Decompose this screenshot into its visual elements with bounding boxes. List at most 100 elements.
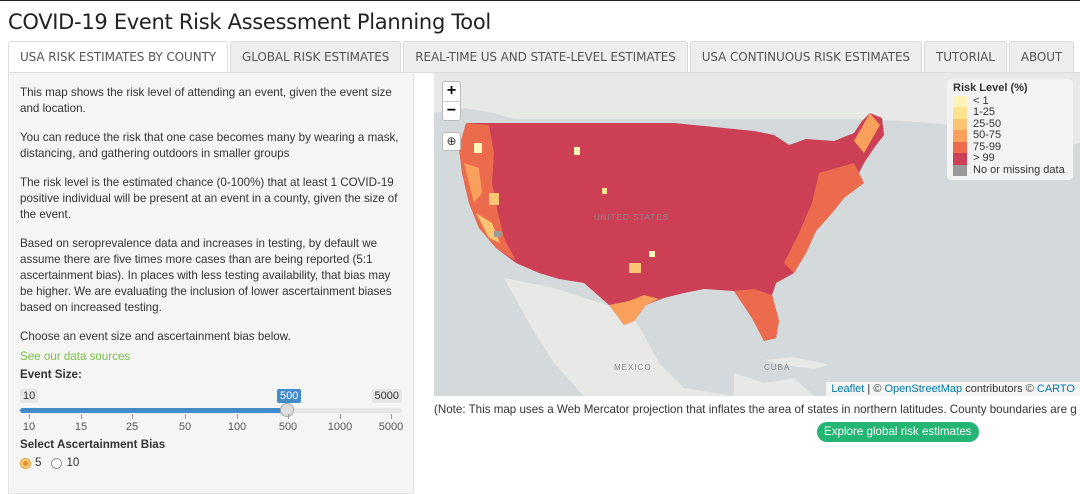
- tab-usa-continuous-risk[interactable]: USA CONTINUOUS RISK ESTIMATES: [689, 41, 922, 73]
- slider-min-value: 10: [20, 389, 39, 403]
- tick-label: 50: [178, 421, 192, 433]
- event-size-slider[interactable]: 10 500 5000 10 15 25 50 100 500 1000 500…: [20, 385, 403, 433]
- missing-data-county: [494, 231, 502, 237]
- radio-button[interactable]: [51, 457, 63, 469]
- mexico-label: MEXICO: [614, 363, 652, 372]
- tick-label: 10: [22, 421, 36, 433]
- map-attribution: Leaflet | © OpenStreetMap contributors ©…: [826, 382, 1080, 396]
- tab-global-risk[interactable]: GLOBAL RISK ESTIMATES: [230, 41, 402, 73]
- legend-swatch: [953, 118, 967, 130]
- radio-label: 5: [35, 456, 42, 469]
- slider-tick: [237, 414, 238, 419]
- west-coast-band: [459, 123, 516, 261]
- explore-global-button[interactable]: Explore global risk estimates: [817, 422, 979, 442]
- new-england-cluster: [854, 113, 880, 153]
- bias-radio-group: 5 10: [20, 455, 402, 471]
- data-sources-link[interactable]: See our data sources: [20, 350, 131, 363]
- map-canvas[interactable]: [434, 73, 1080, 396]
- legend-swatch: [953, 164, 967, 176]
- low-risk-county: [474, 143, 482, 153]
- legend-swatch: [953, 141, 967, 153]
- locate-icon[interactable]: ⊕: [442, 132, 461, 151]
- canada-land: [434, 73, 1080, 151]
- low-risk-county: [602, 188, 607, 194]
- legend-item: 25-50: [953, 117, 1067, 130]
- risk-map[interactable]: + − ⊕ UNITED STATES MEXICO CUBA Risk Lev…: [434, 73, 1080, 396]
- oregon-cluster: [464, 163, 482, 203]
- slider-tick: [132, 414, 133, 419]
- tick-label: 5000: [378, 421, 404, 433]
- united-states-label: UNITED STATES: [594, 213, 669, 222]
- tab-realtime-us-state[interactable]: REAL-TIME US AND STATE-LEVEL ESTIMATES: [403, 41, 688, 73]
- mexico-land: [504, 278, 734, 396]
- ascertainment-text: Based on seroprevalence data and increas…: [20, 237, 392, 314]
- slider-fill: [20, 408, 287, 413]
- cuba-label: CUBA: [764, 363, 791, 372]
- legend-item: 75-99: [953, 140, 1067, 153]
- legend-label: < 1: [973, 94, 989, 107]
- slider-tick: [391, 414, 392, 419]
- legend-swatch: [953, 95, 967, 107]
- tick-label: 15: [74, 421, 88, 433]
- legend-label: 1-25: [973, 106, 996, 118]
- tick-label: 1000: [327, 421, 353, 433]
- attribution-contributors: contributors ©: [962, 383, 1037, 395]
- bias-option-10[interactable]: 10: [51, 455, 79, 471]
- yucatan-land: [734, 373, 814, 396]
- zoom-out-button[interactable]: −: [443, 101, 460, 120]
- bias-label: Select Ascertainment Bias: [20, 438, 166, 451]
- legend-label: 75-99: [973, 140, 1002, 153]
- legend-label: 50-75: [973, 129, 1002, 141]
- usa-counties: [459, 113, 884, 341]
- zoom-in-button[interactable]: +: [446, 82, 457, 99]
- slider-tick: [340, 414, 341, 419]
- osm-link[interactable]: OpenStreetMap: [884, 383, 963, 395]
- legend-title: Risk Level (%): [953, 82, 1028, 94]
- low-risk-county: [649, 251, 655, 257]
- florida-region: [734, 289, 779, 341]
- slider-max-value: 5000: [371, 389, 402, 403]
- tab-divider: [8, 72, 1080, 73]
- legend-item: 1-25: [953, 106, 1067, 119]
- slider-tick: [29, 414, 30, 419]
- legend-item: > 99: [953, 152, 1067, 165]
- low-risk-county: [489, 193, 499, 205]
- slider-tick: [288, 414, 289, 419]
- tab-tutorial[interactable]: TUTORIAL: [923, 41, 1007, 73]
- choose-text: Choose an event size and ascertainment b…: [20, 330, 291, 343]
- legend-item: < 1: [953, 94, 1067, 107]
- tab-usa-risk-by-county[interactable]: USA RISK ESTIMATES BY COUNTY: [8, 41, 229, 74]
- slider-ticks: [20, 414, 402, 420]
- sidebar-panel: This map shows the risk level of attendi…: [8, 73, 414, 494]
- bias-option-5[interactable]: 5: [20, 455, 41, 471]
- tab-about[interactable]: ABOUT: [1008, 41, 1075, 73]
- leaflet-link[interactable]: Leaflet: [831, 383, 865, 395]
- projection-note: (Note: This map uses a Web Mercator proj…: [434, 403, 1077, 416]
- legend-label: > 99: [973, 152, 995, 164]
- event-size-label: Event Size:: [20, 368, 82, 381]
- window-top-border: [0, 0, 1080, 1]
- legend-label: 25-50: [973, 117, 1002, 130]
- legend-item: No or missing data: [953, 163, 1067, 176]
- reduce-risk-text: You can reduce the risk that one case be…: [20, 131, 399, 160]
- map-legend: Risk Level (%) < 1 1-25 25-50 50-75 75-9…: [947, 79, 1073, 180]
- slider-tick: [81, 414, 82, 419]
- tick-label: 100: [227, 421, 247, 433]
- radio-label: 10: [66, 456, 80, 469]
- legend-swatch: [953, 153, 967, 165]
- tick-label: 25: [125, 421, 139, 433]
- low-risk-county: [574, 147, 580, 155]
- tab-bar: USA RISK ESTIMATES BY COUNTY GLOBAL RISK…: [8, 41, 1076, 74]
- slider-handle[interactable]: [280, 403, 294, 417]
- legend-item: 50-75: [953, 129, 1067, 142]
- carto-link[interactable]: CARTO: [1036, 383, 1075, 395]
- zoom-controls: + −: [442, 81, 461, 121]
- risk-definition-text: The risk level is the estimated chance (…: [20, 176, 398, 221]
- texas-gulf-cluster: [609, 295, 659, 325]
- intro-text: This map shows the risk level of attendi…: [20, 86, 392, 115]
- east-coast-band: [784, 163, 864, 273]
- legend-label: No or missing data: [973, 163, 1065, 176]
- legend-swatch: [953, 130, 967, 142]
- attribution-separator: | ©: [864, 383, 885, 395]
- radio-button[interactable]: [20, 457, 31, 469]
